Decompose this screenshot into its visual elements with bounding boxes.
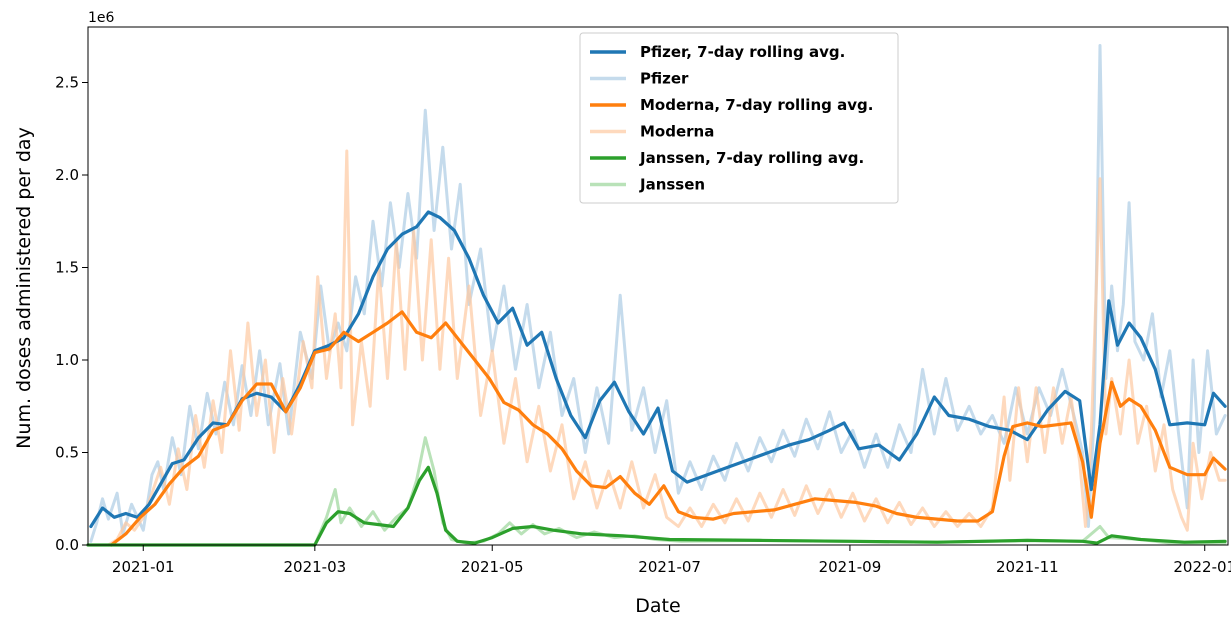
x-tick-label-5: 2021-11 bbox=[996, 558, 1059, 576]
legend-label-4: Janssen, 7-day rolling avg. bbox=[639, 149, 864, 167]
series-line-5 bbox=[86, 465, 1227, 547]
x-axis: 2021-01 2021-03 2021-05 2021-07 2021-09 2021-… bbox=[112, 545, 1231, 576]
series-line-4 bbox=[109, 310, 1227, 547]
legend-label-3: Moderna bbox=[640, 123, 714, 141]
x-tick-label-2: 2021-05 bbox=[461, 558, 524, 576]
x-tick-label-1: 2021-03 bbox=[283, 558, 346, 576]
plot-frame bbox=[87, 26, 1229, 546]
legend-label-2: Moderna, 7-day rolling avg. bbox=[640, 96, 873, 114]
y-tick-label-5: 2.5 bbox=[55, 74, 79, 92]
y-tick-label-3: 1.5 bbox=[55, 259, 79, 277]
plot-lines bbox=[86, 44, 1227, 547]
series-line-1 bbox=[106, 149, 1227, 547]
legend-label-5: Janssen bbox=[639, 176, 705, 194]
legend: Pfizer, 7-day rolling avg. Pfizer Moderna,… bbox=[579, 32, 899, 204]
y-offset-label: 1e6 bbox=[88, 10, 115, 26]
legend-label-0: Pfizer, 7-day rolling avg. bbox=[640, 43, 845, 61]
x-tick-label-6: 2022-01 bbox=[1173, 558, 1231, 576]
legend-box bbox=[579, 32, 899, 204]
y-tick-label-0: 0.0 bbox=[55, 536, 79, 554]
y-tick-label-2: 1.0 bbox=[55, 351, 79, 369]
y-axis: 0.0 0.5 1.0 1.5 2.0 2.5 bbox=[55, 74, 88, 554]
x-axis-title: Date bbox=[635, 595, 680, 617]
y-tick-label-1: 0.5 bbox=[55, 444, 79, 462]
series-line-2 bbox=[86, 436, 1227, 547]
series-line-3 bbox=[89, 210, 1227, 529]
y-axis-title: Num. doses administered per day bbox=[13, 127, 35, 449]
x-tick-label-0: 2021-01 bbox=[112, 558, 175, 576]
y-tick-label-4: 2.0 bbox=[55, 166, 79, 184]
x-tick-label-3: 2021-07 bbox=[638, 558, 701, 576]
legend-label-1: Pfizer bbox=[640, 70, 689, 88]
x-tick-label-4: 2021-09 bbox=[819, 558, 882, 576]
